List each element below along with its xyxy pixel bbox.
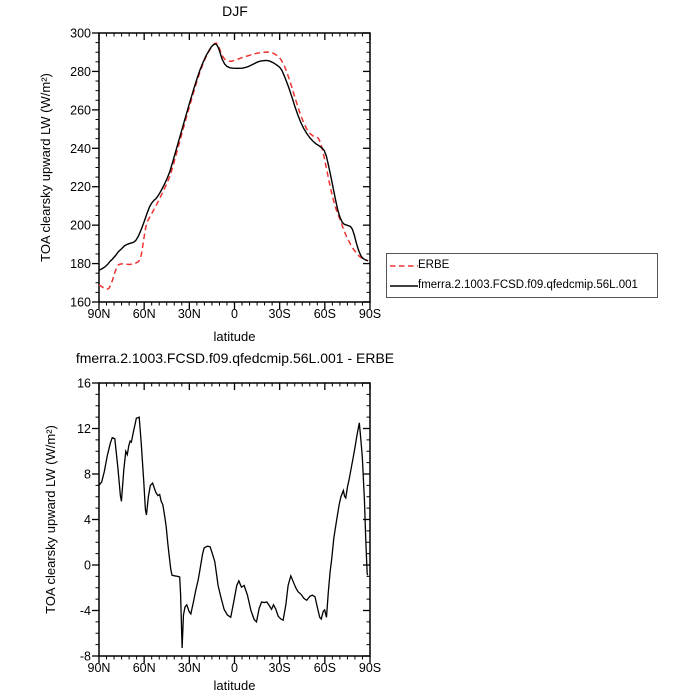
y-tick-label: 180 — [70, 257, 91, 271]
legend-label-erbe: ERBE — [418, 259, 450, 272]
x-tick-label: 30N — [178, 307, 201, 321]
y-tick-label: -8 — [80, 650, 91, 664]
x-tick-label: 0 — [231, 661, 238, 675]
y-tick-label: 160 — [70, 296, 91, 310]
x-tick-label: 60S — [314, 307, 336, 321]
difference-yaxis-label: TOA clearsky upward LW (W/m²) — [43, 425, 58, 614]
y-tick-label: 280 — [70, 65, 91, 79]
x-tick-label: 30S — [269, 661, 291, 675]
y-tick-label: 260 — [70, 103, 91, 117]
series-line-model — [98, 43, 369, 271]
x-tick-label: 60N — [133, 307, 156, 321]
djf-chart-title: DJF — [222, 3, 248, 19]
difference-xaxis-label: latitude — [214, 678, 256, 693]
y-tick-label: 220 — [70, 180, 91, 194]
difference-chart-title: fmerra.2.1003.FCSD.f09.qfedcmip.56L.001 … — [76, 350, 394, 366]
x-tick-label: 30S — [269, 307, 291, 321]
y-tick-label: 300 — [70, 27, 91, 41]
legend-label-model: fmerra.2.1003.FCSD.f09.qfedcmip.56L.001 — [418, 279, 638, 292]
x-tick-label: 90S — [359, 661, 381, 675]
legend-entry-model: fmerra.2.1003.FCSD.f09.qfedcmip.56L.001 — [390, 276, 657, 296]
model-solid-line-sample — [390, 285, 418, 287]
erbe-dashed-line-sample — [390, 265, 418, 267]
x-tick-label: 0 — [231, 307, 238, 321]
x-tick-label: 60S — [314, 661, 336, 675]
y-tick-label: 16 — [77, 377, 91, 391]
y-tick-label: 240 — [70, 142, 91, 156]
x-tick-label: 90N — [88, 307, 111, 321]
series-line-erbe — [98, 42, 369, 290]
difference-chart: fmerra.2.1003.FCSD.f09.qfedcmip.56L.001 … — [43, 350, 394, 693]
djf-chart: DJF latitude TOA clearsky upward LW (W/m… — [38, 3, 381, 344]
x-tick-label: 60N — [133, 661, 156, 675]
series-line-difference — [98, 416, 369, 649]
y-tick-label: 8 — [84, 468, 91, 482]
y-tick-label: -4 — [80, 604, 91, 618]
y-tick-label: 0 — [84, 559, 91, 573]
djf-xaxis-label: latitude — [214, 329, 256, 344]
legend-entry-erbe: ERBE — [390, 256, 657, 276]
djf-yaxis-label: TOA clearsky upward LW (W/m²) — [38, 73, 53, 262]
y-tick-label: 4 — [84, 513, 91, 527]
x-tick-label: 90S — [359, 307, 381, 321]
y-tick-label: 200 — [70, 219, 91, 233]
x-tick-label: 30N — [178, 661, 201, 675]
y-tick-label: 12 — [77, 422, 91, 436]
x-tick-label: 90N — [88, 661, 111, 675]
legend-box: ERBE fmerra.2.1003.FCSD.f09.qfedcmip.56L… — [386, 253, 658, 298]
